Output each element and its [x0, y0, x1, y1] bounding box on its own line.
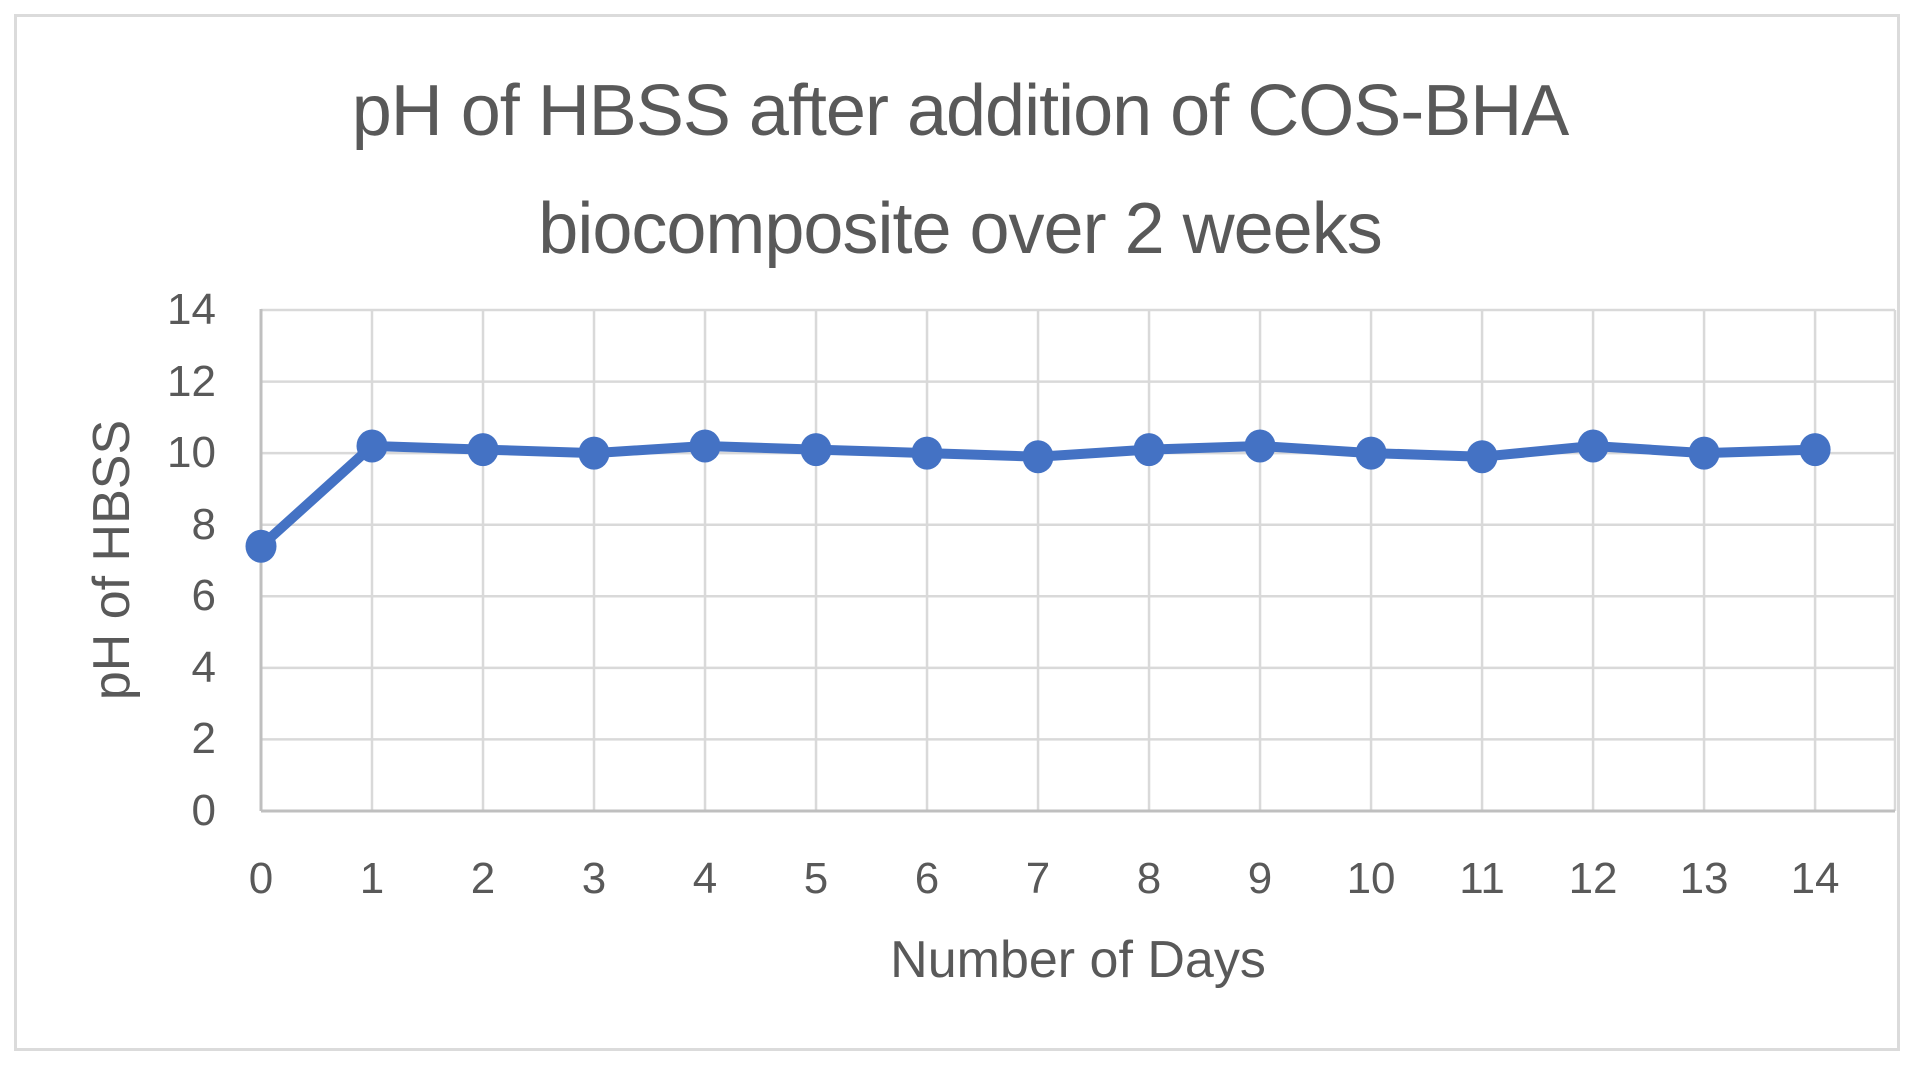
x-axis-tick-label: 1: [359, 854, 385, 903]
x-axis-tick-label: 8: [1136, 854, 1162, 903]
data-point-marker: [800, 433, 832, 467]
data-point-marker: [578, 436, 610, 470]
data-point-marker: [245, 529, 277, 563]
data-point-marker: [1466, 440, 1498, 474]
chart-title-line-2: biocomposite over 2 weeks: [538, 189, 1382, 269]
y-axis-tick-label: 10: [167, 428, 216, 478]
data-point-marker: [1799, 433, 1831, 467]
y-axis-tick-label: 0: [191, 786, 216, 835]
chart-border: [14, 14, 1900, 1051]
x-axis-tick-label: 6: [914, 854, 940, 903]
plot-svg: [245, 308, 1897, 813]
x-axis-tick-label: 14: [1790, 854, 1840, 903]
data-point-marker: [356, 429, 388, 463]
data-point-marker: [1244, 429, 1276, 463]
x-axis-tick-label: 5: [803, 854, 829, 903]
data-point-marker: [1022, 440, 1054, 474]
x-axis-tick-label: 7: [1025, 854, 1051, 903]
data-point-marker: [1133, 433, 1165, 467]
x-axis-tick-label: 2: [470, 854, 496, 903]
data-point-marker: [911, 436, 943, 470]
chart-title: pH of HBSS after addition of COS-BHA bio…: [0, 52, 1920, 288]
x-axis-title: Number of Days: [890, 931, 1266, 989]
data-point-marker: [1355, 436, 1387, 470]
x-axis-tick-label: 9: [1247, 854, 1273, 903]
x-axis-tick-label: 0: [248, 854, 274, 903]
x-axis-tick-label: 4: [692, 854, 718, 903]
x-axis-tick-label: 3: [581, 854, 607, 903]
data-point-marker: [467, 433, 499, 467]
y-axis-tick-label: 2: [191, 714, 216, 764]
y-axis-tick-label: 6: [191, 571, 216, 621]
y-axis-tick-label: 12: [167, 356, 216, 406]
chart-title-line-1: pH of HBSS after addition of COS-BHA: [351, 71, 1570, 151]
plot-area: [245, 308, 1897, 813]
data-point-marker: [1577, 429, 1609, 463]
y-axis-tick-label: 8: [191, 499, 216, 549]
y-axis-tick-label: 14: [167, 285, 216, 334]
x-axis-tick-label: 10: [1346, 854, 1396, 903]
x-axis-tick-label: 11: [1459, 854, 1505, 903]
x-axis-tick-label: 13: [1679, 854, 1729, 903]
data-point-marker: [1688, 436, 1720, 470]
data-point-marker: [689, 429, 721, 463]
x-axis-tick-label: 12: [1568, 854, 1618, 903]
y-axis-tick-label: 4: [191, 642, 216, 692]
